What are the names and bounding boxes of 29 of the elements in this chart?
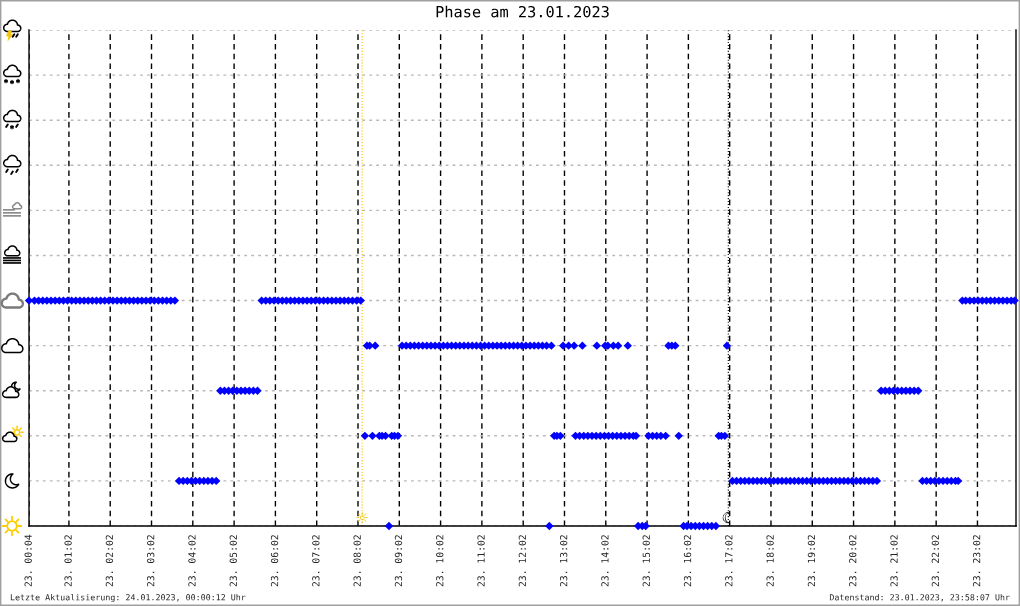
x-tick-label: 23. 15:02 [642, 535, 650, 587]
x-tick-label: 23. 19:02 [807, 535, 816, 587]
x-tick-label: 23. 05:02 [229, 535, 237, 587]
text: Datenstand: 23.01.2023, 23:58:07 Uhr [829, 593, 1010, 602]
chart-title: Phase am 23.01.2023 [436, 5, 609, 18]
x-tick-label: 23. 12:02 [518, 535, 527, 587]
text: Letzte Aktualisierung: 24.01.2023, 00:00:12 Uhr [10, 593, 246, 603]
x-tick-label: 23. 01:02 [64, 535, 72, 587]
x-tick-label: 23. 13:02 [559, 535, 568, 587]
x-tick-label: 23. 03:02 [147, 535, 155, 587]
x-tick-label: 23. 08:02 [353, 535, 361, 587]
ref-line-label: ☼ [356, 512, 368, 524]
x-tick-label: 23. 17:02 [725, 535, 733, 587]
x-tick-label: 23. 10:02 [436, 535, 444, 587]
x-tick-label: 23. 22:02 [931, 535, 940, 587]
x-tick-label: 23. 02:02 [105, 535, 114, 587]
ref-line-label: ☾ [722, 512, 730, 524]
x-tick-label: 23. 07:02 [312, 535, 320, 587]
x-tick-label: 23. 18:02 [766, 535, 774, 587]
x-tick-label: 23. 20:02 [849, 535, 857, 587]
x-tick-label: 23. 11:02 [477, 535, 485, 587]
x-tick-label: 23. 14:02 [601, 535, 609, 587]
x-tick-label: 23. 16:02 [683, 535, 692, 587]
x-tick-label: 23. 00:04 [24, 534, 32, 587]
x-tick-label: 23. 21:02 [890, 535, 898, 587]
x-tick-label: 23. 04:02 [188, 535, 196, 587]
x-tick-label: 23. 06:02 [270, 535, 279, 587]
x-tick-label: 23. 23:02 [972, 535, 981, 587]
x-tick-label: 23. 09:02 [394, 535, 403, 587]
